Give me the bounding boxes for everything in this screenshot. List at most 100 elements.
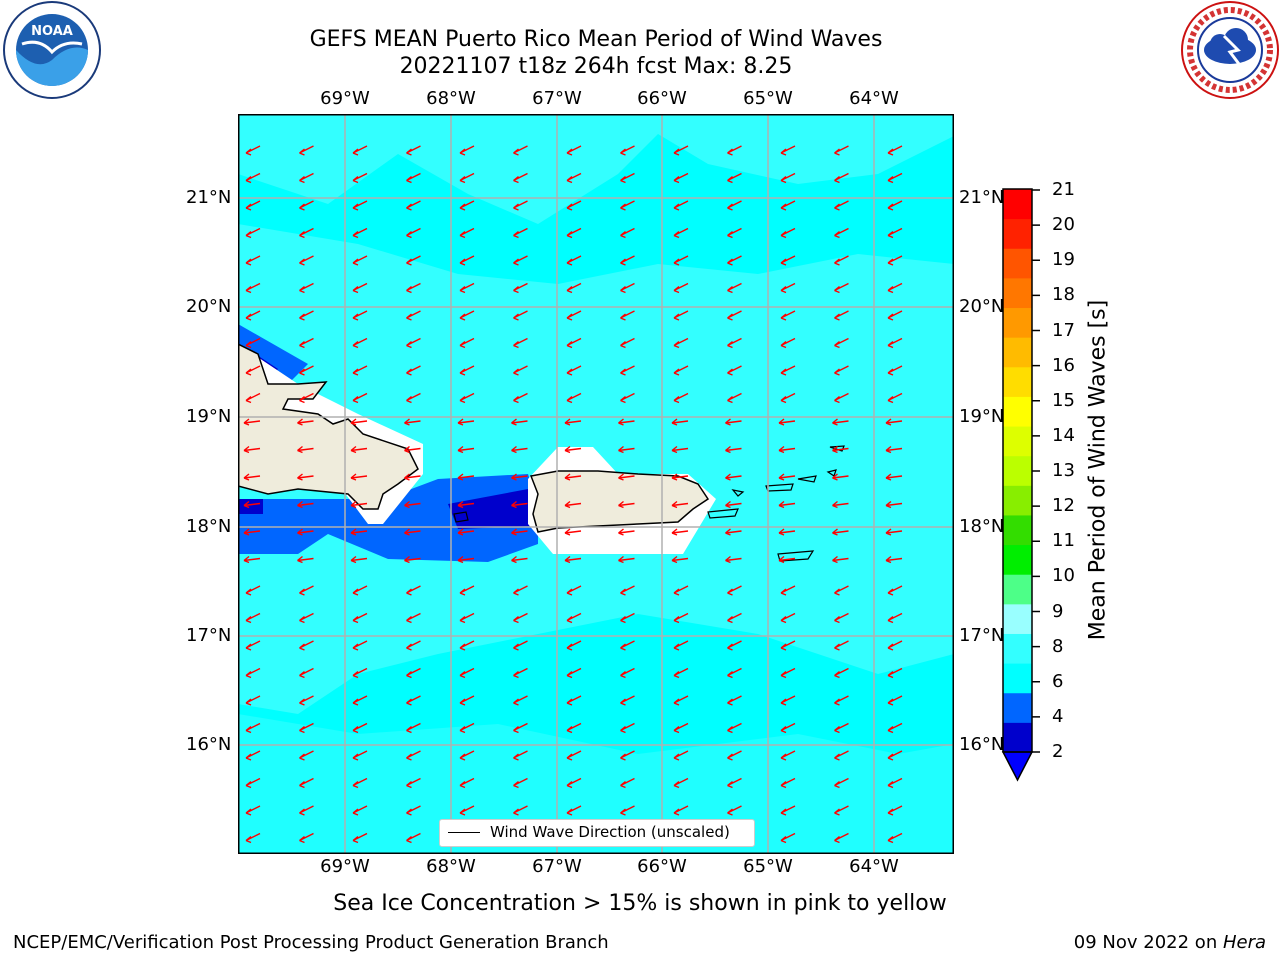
wind-wave-arrow [352,365,368,376]
wind-wave-arrow [725,445,742,454]
colorbar-block [1003,663,1032,694]
colorbar-block [1003,248,1032,279]
lon-label-top: 65°W [743,88,793,109]
wind-wave-arrow [350,500,368,509]
wind-wave-arrow [727,282,742,294]
colorbar-tick-label: 16 [1052,354,1075,376]
wind-wave-arrow [834,172,849,184]
wind-wave-arrow [406,145,421,156]
wind-wave-arrow [406,255,421,266]
wind-wave-arrow [513,282,528,294]
wind-wave-arrow [297,555,314,564]
wind-wave-arrow [780,200,796,211]
wind-wave-arrow [618,555,635,564]
colorbar-tick-label: 10 [1052,565,1075,587]
footer-date-text: 09 Nov 2022 on [1073,932,1223,953]
wind-wave-arrow [459,255,475,266]
wind-wave-arrow [245,640,261,651]
wind-wave-arrow [566,145,582,156]
wind-wave-arrow [352,227,368,239]
lon-label-bottom: 68°W [426,856,476,877]
virgin-islands [826,469,837,477]
wind-wave-arrow [511,500,528,509]
wind-wave-arrow [459,145,475,156]
lon-label-bottom: 66°W [637,856,687,877]
wind-wave-arrow [566,337,582,349]
colorbar-tick-label: 14 [1052,424,1075,446]
colorbar-block [1003,426,1032,457]
wind-wave-arrow [673,695,689,706]
wind-wave-arrow [673,337,689,349]
wind-wave-arrow [299,612,314,624]
wind-wave-arrow [513,640,528,651]
wind-wave-arrow [245,145,261,156]
wind-wave-arrow [350,528,368,536]
wind-wave-arrow [245,392,261,404]
wind-wave-arrow [406,282,421,294]
wind-wave-arrow [243,418,261,426]
wind-wave-arrow [457,500,475,509]
wind-wave-arrow [245,255,261,266]
wind-wave-arrow [297,418,314,426]
wind-wave-arrow [459,310,475,321]
wind-wave-arrow [513,337,528,349]
wind-wave-arrow [673,640,689,651]
wind-wave-arrow [620,255,635,266]
wind-wave-arrow [885,473,903,481]
wind-wave-arrow [245,337,261,349]
wind-wave-arrow [834,832,849,844]
wind-wave-arrow [406,832,421,844]
wind-wave-arrow [673,722,689,734]
wind-wave-arrow [406,750,421,761]
wind-wave-arrow [673,612,689,624]
colorbar-tick-label: 19 [1052,249,1075,271]
wind-wave-arrow [620,172,635,184]
wind-wave-arrow [406,612,421,624]
wind-wave-arrow [566,200,582,211]
colorbar-extend-triangle [1001,751,1034,782]
colorbar-block [1003,692,1032,723]
wind-wave-arrow [299,392,314,404]
wind-wave-arrow [673,255,689,266]
wind-wave-arrow [727,777,742,789]
wind-wave-arrow [780,832,796,844]
wind-wave-arrow [620,585,635,596]
wind-wave-arrow [297,528,314,536]
wind-wave-arrow [832,473,849,481]
wind-wave-arrow [887,310,903,321]
colorbar-tick-label: 21 [1052,179,1075,200]
wind-wave-arrow [673,777,689,789]
wind-wave-arrow [566,282,582,294]
wind-wave-arrow [566,750,582,761]
wind-wave-arrow [887,585,903,596]
colorbar-tick-label: 20 [1052,214,1075,236]
wind-wave-arrow [725,473,742,481]
wind-wave-arrow [459,365,475,376]
wind-wave-arrow [245,612,261,624]
wind-wave-direction-arrows [243,145,903,844]
wind-wave-arrow [513,612,528,624]
wind-wave-arrow [727,585,742,596]
wind-wave-arrow [778,445,796,454]
wind-wave-arrow [620,695,635,706]
wind-wave-arrow [457,418,475,426]
wind-wave-arrow [352,255,368,266]
wind-wave-arrow [887,392,903,404]
wind-wave-arrow [671,528,689,536]
wind-wave-arrow [406,667,421,679]
wind-wave-arrow [404,528,421,536]
wind-wave-arrow [832,418,849,426]
wind-wave-arrow [511,555,528,564]
wind-wave-arrow [513,200,528,211]
period-0-2-region [238,499,263,514]
wind-wave-arrow [299,585,314,596]
wind-wave-arrow [243,528,261,536]
wind-wave-arrow [671,473,689,481]
wind-wave-arrow [834,200,849,211]
wind-wave-arrow [673,200,689,211]
wind-wave-arrow [566,640,582,651]
wind-wave-arrow [299,805,314,816]
culebra-island [731,489,745,497]
wind-wave-arrow [459,392,475,404]
lon-label-bottom: 69°W [320,856,370,877]
